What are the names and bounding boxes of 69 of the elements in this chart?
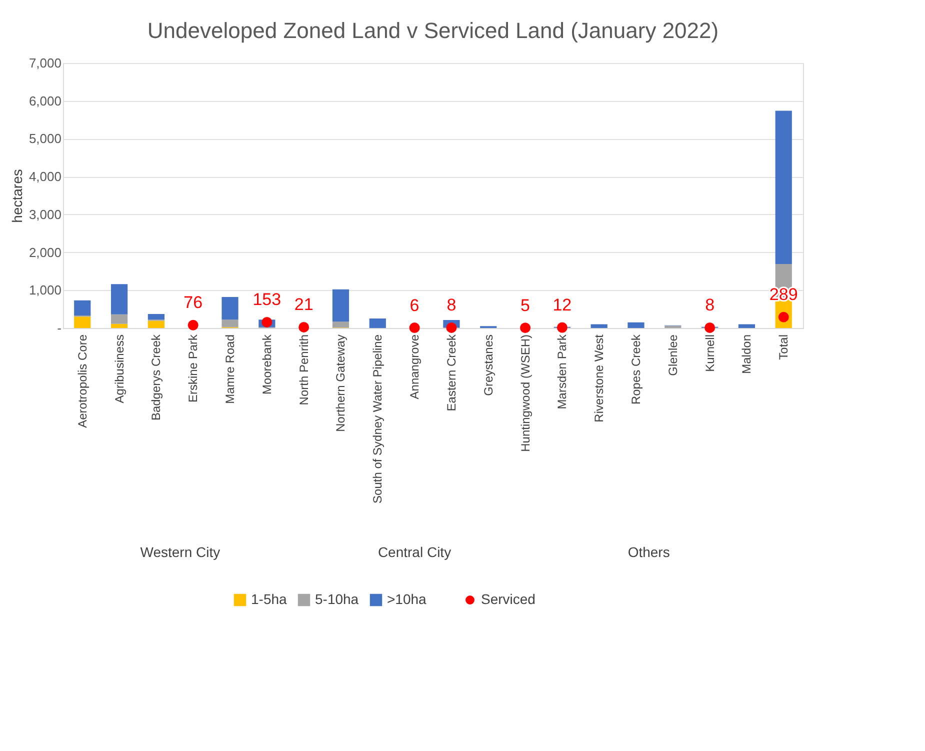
x-tick-label: Kurnell <box>702 334 717 372</box>
text: Others <box>628 544 670 560</box>
x-tick-label: Maldon <box>740 334 754 374</box>
x-tick-label: Badgerys Creek <box>149 334 164 421</box>
bar <box>332 289 350 322</box>
point <box>188 320 198 330</box>
bar <box>775 110 792 264</box>
point <box>556 322 568 333</box>
point <box>298 322 310 332</box>
x-tick-label: Riverstone West <box>592 334 606 422</box>
bar <box>148 320 164 328</box>
legend-label: >10ha <box>387 591 427 607</box>
point <box>520 322 531 334</box>
bar <box>74 316 91 328</box>
bar <box>369 318 386 328</box>
bar <box>590 324 608 328</box>
y-tick-label: 1,000 <box>28 282 62 298</box>
y-tick-label: 6,000 <box>28 93 62 108</box>
x-tick-label: Glenlee <box>666 334 680 376</box>
x-tick-label: Greystanes <box>481 334 496 396</box>
data-label: 12 <box>552 296 572 315</box>
point <box>262 316 272 328</box>
bar <box>738 324 756 328</box>
bar <box>222 320 238 328</box>
text: Western City <box>140 544 220 560</box>
x-tick-label: Total <box>776 334 791 360</box>
data-label: 8 <box>705 296 715 315</box>
text: Central City <box>378 544 452 560</box>
y-tick-label: 4,000 <box>28 169 62 184</box>
x-tick-label: Annangrove <box>408 334 422 400</box>
y-axis-title: hectares <box>8 169 25 223</box>
bar <box>222 296 238 320</box>
x-tick-label: North Penrith <box>296 334 311 406</box>
data-label: 76 <box>184 293 203 312</box>
bar <box>110 324 128 328</box>
bar <box>110 314 128 324</box>
data-label: 21 <box>294 295 314 314</box>
bar <box>110 284 128 314</box>
data-label: 5 <box>520 296 530 315</box>
x-tick-label: Ropes Creek <box>628 334 643 405</box>
x-tick-label: Marsden Park <box>555 334 570 410</box>
chart-title: Undeveloped Zoned Land v Serviced Land (January 2022) <box>147 18 719 43</box>
x-tick-label: Agribusiness <box>112 334 126 404</box>
legend-label: 1-5ha <box>251 591 288 607</box>
x-tick-label: Huntingwood (WSEH) <box>518 334 532 452</box>
y-tick-label: 7,000 <box>28 56 62 70</box>
x-tick-label: Northern Gateway <box>334 334 348 432</box>
y-tick-label: - <box>57 320 62 336</box>
x-tick-label: Mamre Road <box>223 334 238 404</box>
x-tick-label: Aerotropolis Core <box>75 334 90 428</box>
data-label: 153 <box>252 290 282 310</box>
x-tick-label: South of Sydney Water Pipeline <box>370 334 385 504</box>
x-tick-label: Moorebank <box>260 334 274 395</box>
legend-label: 5-10ha <box>315 591 359 607</box>
bar <box>148 314 164 320</box>
y-tick-label: 2,000 <box>28 244 62 260</box>
y-tick-label: 3,000 <box>28 206 62 222</box>
data-label: 6 <box>410 296 420 315</box>
point <box>446 322 457 333</box>
x-tick-label: Erskine Park <box>186 334 200 403</box>
legend-label: Serviced <box>481 591 536 607</box>
bar <box>332 322 350 328</box>
point <box>409 322 420 334</box>
y-tick-label: 5,000 <box>28 131 62 146</box>
x-tick-label: Eastern Creek <box>444 334 458 412</box>
data-label: 8 <box>446 296 456 315</box>
point <box>704 322 716 333</box>
bar <box>628 322 644 328</box>
bar <box>74 300 91 316</box>
